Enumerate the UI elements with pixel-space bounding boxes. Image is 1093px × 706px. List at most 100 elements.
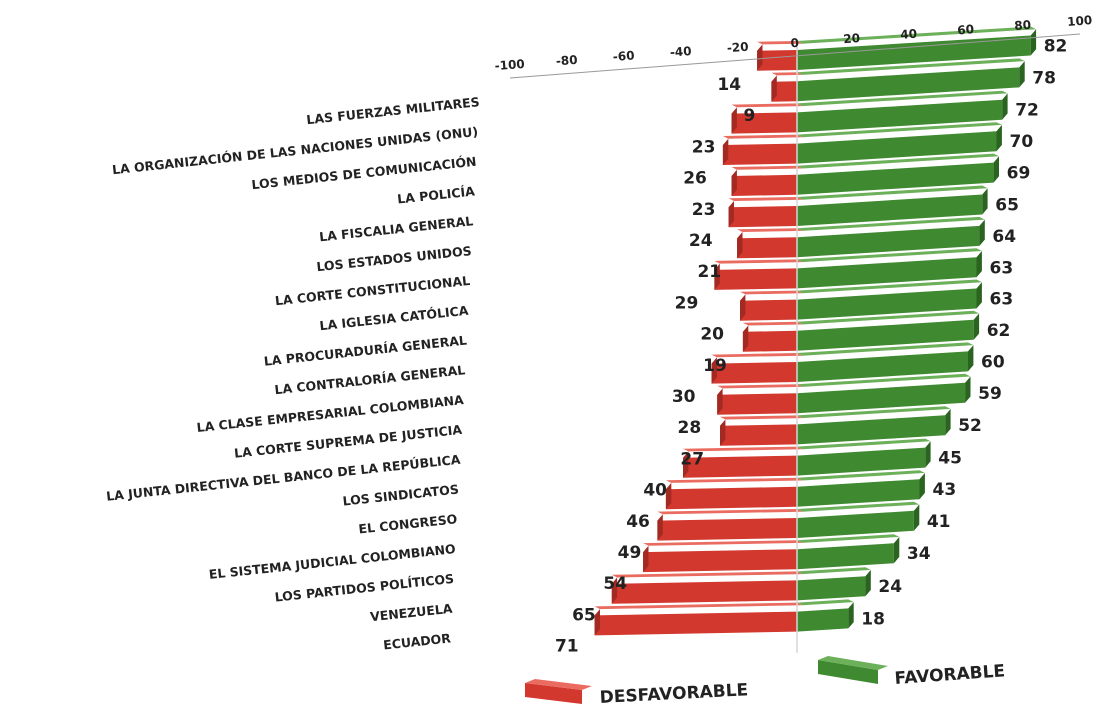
favorable-bar-side — [893, 536, 900, 564]
unfavorable-bar — [722, 143, 797, 165]
favorable-bar-top — [797, 470, 925, 481]
unfavorable-value-label: 71 — [555, 637, 579, 657]
favorable-bar — [797, 131, 997, 164]
favorable-bar — [797, 415, 946, 445]
unfavorable-value-label: 29 — [675, 293, 699, 313]
unfavorable-value-label: 9 — [744, 106, 756, 126]
favorable-bar — [797, 576, 866, 601]
favorable-bar-side — [968, 345, 974, 372]
unfavorable-value-label: 14 — [717, 75, 741, 95]
unfavorable-bar — [757, 50, 797, 71]
x-tick-label: -20 — [726, 40, 749, 56]
unfavorable-bar — [657, 518, 797, 541]
favorable-bar-top — [797, 122, 1002, 138]
unfavorable-bar-side — [742, 325, 749, 352]
favorable-value-label: 65 — [995, 196, 1019, 216]
favorable-bar-side — [848, 602, 854, 629]
unfavorable-bar — [731, 174, 797, 196]
category-label: ECUADOR — [383, 630, 452, 652]
unfavorable-bar-top — [683, 446, 803, 452]
unfavorable-value-label: 23 — [692, 137, 716, 157]
unfavorable-bar-side — [731, 107, 737, 134]
unfavorable-bar-side — [737, 232, 743, 259]
unfavorable-bar — [594, 611, 797, 636]
favorable-bar-top — [797, 26, 1037, 44]
unfavorable-bar-side — [665, 482, 672, 510]
x-tick-label: 100 — [1067, 13, 1093, 29]
x-tick-label: 60 — [957, 22, 975, 37]
category-label: LOS ESTADOS UNIDOS — [316, 243, 473, 274]
favorable-bar — [797, 162, 994, 195]
favorable-value-label: 70 — [1010, 132, 1034, 152]
favorable-value-label: 72 — [1015, 101, 1039, 121]
unfavorable-value-label: 30 — [672, 387, 696, 407]
unfavorable-bar — [742, 330, 797, 352]
unfavorable-value-label: 24 — [689, 231, 713, 251]
favorable-bar-side — [1002, 93, 1008, 120]
unfavorable-bar — [714, 268, 797, 290]
unfavorable-bar-top — [665, 477, 803, 483]
unfavorable-bar-side — [771, 75, 777, 102]
unfavorable-bar-side — [757, 44, 763, 71]
favorable-value-label: 78 — [1032, 68, 1056, 88]
category-label: LA IGLESIA CATÓLICA — [319, 303, 470, 334]
unfavorable-bar — [731, 112, 797, 134]
category-label: LAS FUERZAS MILITARES — [306, 94, 481, 127]
axis-group: -100 -80 -60 -40 -20 0 20 40 60 80 100 — [494, 13, 1093, 653]
x-tick-label: -40 — [669, 44, 692, 60]
favorable-bar-top — [797, 90, 1008, 107]
category-label: LA CONTRALORÍA GENERAL — [274, 362, 466, 397]
favorable-bar-side — [865, 569, 871, 597]
unfavorable-value-label: 28 — [678, 418, 702, 438]
legend-label-desfavorable: DESFAVORABLE — [599, 680, 748, 706]
unfavorable-bar-top — [643, 540, 803, 546]
unfavorable-bar-top — [740, 290, 803, 295]
favorable-value-label: 41 — [927, 512, 951, 532]
legend-swatch-favorable-top — [818, 656, 888, 670]
favorable-bar-top — [797, 406, 951, 419]
unfavorable-bar-top — [771, 72, 803, 76]
favorable-bar — [797, 382, 966, 414]
favorable-bar-top — [797, 438, 931, 450]
favorable-bar-top — [797, 185, 988, 200]
unfavorable-bar-side — [711, 357, 717, 384]
unfavorable-value-label: 20 — [700, 325, 724, 345]
favorable-bar-top — [797, 342, 974, 356]
unfavorable-bar — [683, 455, 797, 478]
legend: DESFAVORABLE FAVORABLE — [525, 656, 1006, 706]
unfavorable-bar-top — [737, 228, 803, 232]
favorable-bar-top — [797, 373, 971, 387]
unfavorable-bar-side — [657, 514, 663, 541]
category-label: LOS PARTIDOS POLÍTICOS — [274, 571, 455, 605]
favorable-bar-side — [925, 441, 931, 468]
category-label: LA POLICÍA — [396, 183, 475, 206]
unfavorable-bar-top — [657, 509, 803, 515]
favorable-value-label: 62 — [987, 321, 1011, 341]
favorable-bar-top — [797, 58, 1025, 75]
favorable-bar — [797, 351, 968, 382]
favorable-bar-top — [797, 248, 982, 263]
favorable-value-label: 24 — [878, 577, 902, 597]
unfavorable-bar — [643, 549, 797, 573]
x-axis-line — [509, 33, 1081, 79]
favorable-value-label: 45 — [938, 449, 962, 469]
favorable-bar — [797, 257, 977, 289]
unfavorable-bar-side — [683, 451, 689, 478]
favorable-bar-side — [945, 408, 951, 436]
unfavorable-bar-top — [720, 415, 803, 420]
unfavorable-value-label: 65 — [572, 605, 596, 625]
unfavorable-value-label: 54 — [603, 574, 627, 594]
favorable-bar-side — [1030, 29, 1037, 56]
legend-label-favorable: FAVORABLE — [894, 661, 1006, 689]
favorable-bar-top — [797, 567, 871, 575]
favorable-bar — [797, 479, 920, 507]
legend-swatch-favorable — [818, 660, 878, 684]
unfavorable-value-label: 27 — [680, 449, 704, 469]
favorable-bar — [797, 288, 977, 320]
x-tick-label: -100 — [494, 57, 525, 73]
unfavorable-bar-top — [711, 353, 803, 358]
favorable-bar-side — [1019, 61, 1025, 88]
favorable-bar — [797, 608, 849, 632]
unfavorable-bar-side — [643, 545, 649, 573]
favorable-bar — [797, 319, 974, 351]
